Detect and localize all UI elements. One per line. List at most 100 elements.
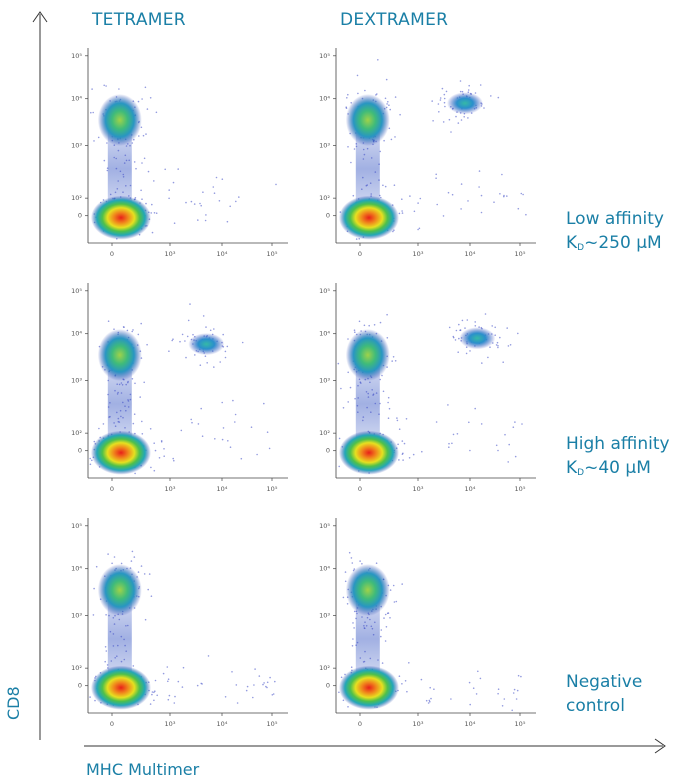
- event-dot: [167, 698, 170, 701]
- event-dot: [139, 396, 141, 398]
- event-dot: [173, 222, 176, 224]
- event-dot: [421, 450, 423, 453]
- event-dot: [147, 588, 149, 591]
- event-dot: [229, 446, 232, 448]
- event-dot: [131, 550, 134, 553]
- event-dot: [125, 185, 127, 187]
- event-dot: [388, 104, 390, 106]
- event-dot: [430, 697, 432, 700]
- event-dot: [515, 698, 518, 700]
- event-dot: [204, 219, 207, 222]
- event-dot: [90, 111, 92, 114]
- event-dot: [370, 411, 372, 413]
- event-dot: [129, 393, 132, 396]
- x-tick-label: 10⁴: [217, 485, 228, 493]
- x-tick-label: 0: [358, 485, 362, 493]
- row-label-value: ~40 μM: [584, 458, 651, 478]
- event-dot: [450, 698, 452, 700]
- event-dot: [396, 419, 399, 422]
- y-tick-label: 10⁵: [71, 52, 82, 60]
- event-dot: [109, 402, 111, 404]
- event-dot: [235, 200, 237, 203]
- event-dot: [202, 191, 204, 193]
- event-dot: [143, 157, 146, 160]
- event-dot: [358, 320, 361, 323]
- event-dot: [344, 580, 347, 583]
- event-dot: [398, 675, 401, 677]
- event-dot: [120, 635, 123, 638]
- event-dot: [114, 657, 116, 659]
- row-label-negative-control: Negative control: [566, 670, 642, 723]
- event-dot: [150, 466, 152, 469]
- event-dot: [497, 692, 499, 695]
- event-dot: [143, 573, 146, 575]
- event-dot: [104, 646, 107, 648]
- event-dot: [419, 197, 422, 200]
- event-dot: [436, 203, 438, 206]
- event-dot: [503, 194, 505, 197]
- event-dot: [93, 140, 95, 142]
- event-dot: [133, 556, 136, 558]
- event-dot: [353, 627, 355, 629]
- event-dot: [394, 360, 397, 362]
- event-dot: [105, 85, 107, 87]
- event-dot: [128, 195, 130, 197]
- event-dot: [355, 143, 358, 145]
- event-dot: [459, 90, 462, 93]
- event-dot: [197, 219, 199, 221]
- x-tick-label: 10⁵: [267, 485, 278, 493]
- event-dot: [156, 694, 158, 697]
- event-dot: [501, 173, 503, 176]
- event-dot: [352, 638, 354, 640]
- event-dot: [356, 641, 359, 644]
- event-dot: [181, 686, 184, 688]
- event-dot: [494, 326, 496, 329]
- event-dot: [374, 402, 377, 405]
- event-dot: [116, 393, 119, 395]
- event-dot: [258, 675, 261, 677]
- event-dot: [364, 621, 366, 623]
- y-tick-label: 10⁴: [71, 95, 82, 103]
- event-dot: [200, 407, 202, 410]
- event-dot: [346, 97, 348, 99]
- event-dot: [173, 702, 176, 704]
- event-dot: [112, 645, 115, 647]
- event-dot: [354, 397, 356, 400]
- event-dot: [213, 192, 216, 194]
- multimer-positive-population: [446, 92, 483, 115]
- event-dot: [496, 341, 499, 344]
- event-dot: [129, 184, 132, 187]
- event-dot: [141, 420, 143, 423]
- x-tick-label: 0: [110, 250, 114, 258]
- event-dot: [117, 149, 120, 152]
- event-dot: [408, 662, 410, 664]
- event-dot: [444, 105, 446, 108]
- x-tick-label: 10⁴: [465, 485, 476, 493]
- event-dot: [109, 193, 112, 196]
- x-tick-label: 10⁴: [465, 250, 476, 258]
- x-tick-label: 0: [110, 485, 114, 493]
- event-dot: [394, 96, 397, 98]
- event-dot: [129, 398, 132, 401]
- x-tick-label: 0: [358, 250, 362, 258]
- event-dot: [447, 191, 450, 194]
- event-dot: [200, 204, 202, 207]
- row-label-line1: High affinity: [566, 434, 670, 454]
- event-dot: [254, 668, 256, 670]
- event-dot: [226, 220, 229, 223]
- y-tick-label: 10⁵: [319, 52, 330, 60]
- event-dot: [163, 448, 165, 450]
- event-dot: [390, 138, 393, 141]
- event-dot: [172, 338, 174, 340]
- event-dot: [387, 612, 390, 614]
- y-tick-label: 10⁵: [319, 287, 330, 295]
- event-dot: [145, 133, 147, 135]
- event-dot: [365, 625, 368, 627]
- event-dot: [144, 86, 147, 89]
- event-dot: [191, 421, 193, 424]
- cd8-negative-population: [338, 665, 399, 710]
- event-dot: [236, 702, 239, 704]
- event-dot: [226, 345, 229, 348]
